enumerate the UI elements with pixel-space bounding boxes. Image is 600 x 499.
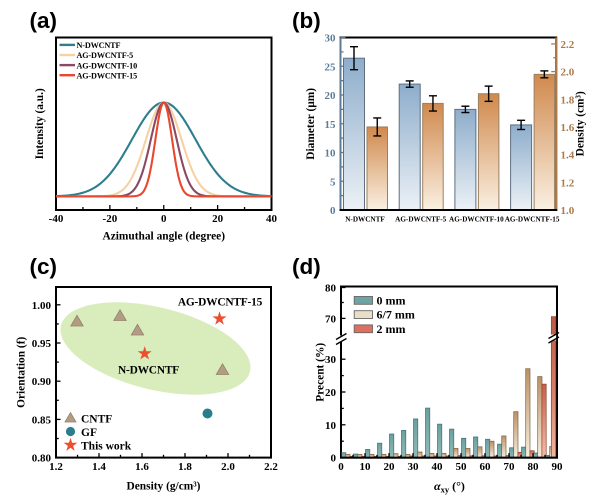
svg-text:-40: -40 <box>49 213 64 225</box>
svg-text:0: 0 <box>331 453 337 465</box>
svg-text:70: 70 <box>504 461 516 473</box>
svg-text:15: 15 <box>325 119 337 131</box>
svg-text:AG-DWCNTF-5: AG-DWCNTF-5 <box>77 51 134 60</box>
svg-text:50: 50 <box>456 461 468 473</box>
svg-text:40: 40 <box>432 461 444 473</box>
svg-text:N-DWCNTF: N-DWCNTF <box>77 41 121 50</box>
svg-text:AG-DWCNTF-15: AG-DWCNTF-15 <box>178 297 263 309</box>
svg-text:1.6: 1.6 <box>135 461 149 473</box>
svg-text:(c): (c) <box>30 254 58 279</box>
svg-text:(b): (b) <box>292 8 321 33</box>
svg-text:0: 0 <box>338 461 344 473</box>
svg-text:Orientation (f): Orientation (f) <box>16 337 28 408</box>
svg-text:0: 0 <box>161 213 167 225</box>
svg-text:2.2: 2.2 <box>264 461 278 473</box>
svg-text:10: 10 <box>360 461 372 473</box>
svg-text:AG-DWCNTF-10: AG-DWCNTF-10 <box>77 61 138 70</box>
svg-text:N-DWCNTF: N-DWCNTF <box>118 365 179 377</box>
svg-text:Intensity (a.u.): Intensity (a.u.) <box>34 88 46 159</box>
svg-text:10: 10 <box>325 148 337 160</box>
svg-text:1.0: 1.0 <box>561 205 575 217</box>
svg-text:GF: GF <box>81 427 97 439</box>
svg-text:30: 30 <box>325 33 337 45</box>
svg-text:1.2: 1.2 <box>49 461 63 473</box>
svg-text:20: 20 <box>325 90 337 102</box>
svg-text:-20: -20 <box>103 213 118 225</box>
svg-text:αxy (°): αxy (°) <box>434 479 465 495</box>
svg-text:0.80: 0.80 <box>32 453 52 465</box>
svg-text:This work: This work <box>81 441 132 453</box>
svg-text:2.0: 2.0 <box>221 461 235 473</box>
svg-text:0 mm: 0 mm <box>377 293 406 307</box>
svg-text:Precent (%): Precent (%) <box>315 343 327 402</box>
svg-text:90: 90 <box>552 461 564 473</box>
svg-text:Density (g/cm³): Density (g/cm³) <box>127 481 201 493</box>
svg-text:AG-DWCNTF-10: AG-DWCNTF-10 <box>449 216 504 224</box>
svg-text:80: 80 <box>325 283 337 295</box>
svg-text:6/7 mm: 6/7 mm <box>377 308 415 322</box>
svg-text:25: 25 <box>325 61 337 73</box>
svg-text:40: 40 <box>266 213 278 225</box>
svg-text:1.4: 1.4 <box>561 150 575 162</box>
svg-text:Density (cm³): Density (cm³) <box>575 91 587 156</box>
svg-text:2 mm: 2 mm <box>377 322 406 336</box>
svg-text:1.8: 1.8 <box>178 461 192 473</box>
svg-text:5: 5 <box>330 176 336 188</box>
svg-text:AG-DWCNTF-5: AG-DWCNTF-5 <box>395 216 447 224</box>
svg-text:10: 10 <box>325 420 337 432</box>
svg-text:80: 80 <box>528 461 540 473</box>
svg-text:AG-DWCNTF-15: AG-DWCNTF-15 <box>505 216 560 224</box>
svg-text:N-DWCNTF: N-DWCNTF <box>345 216 385 224</box>
svg-text:AG-DWCNTF-15: AG-DWCNTF-15 <box>77 71 138 80</box>
svg-text:70: 70 <box>325 313 337 325</box>
svg-text:1.00: 1.00 <box>32 300 52 312</box>
svg-text:CNTF: CNTF <box>81 414 112 426</box>
svg-text:Diameter (µm): Diameter (µm) <box>305 88 317 160</box>
svg-text:2.2: 2.2 <box>561 39 575 51</box>
svg-text:20: 20 <box>384 461 396 473</box>
svg-text:30: 30 <box>325 354 337 366</box>
svg-text:0: 0 <box>330 205 336 217</box>
svg-text:20: 20 <box>212 213 224 225</box>
svg-text:30: 30 <box>408 461 420 473</box>
svg-text:0.85: 0.85 <box>32 414 52 426</box>
svg-text:1.2: 1.2 <box>561 177 575 189</box>
svg-text:(a): (a) <box>30 8 58 33</box>
svg-text:(d): (d) <box>292 254 321 279</box>
svg-text:2.0: 2.0 <box>561 67 575 79</box>
svg-text:Azimuthal angle (degree): Azimuthal angle (degree) <box>102 231 225 243</box>
svg-text:1.4: 1.4 <box>92 461 106 473</box>
svg-text:1.8: 1.8 <box>561 94 575 106</box>
svg-text:60: 60 <box>480 461 492 473</box>
svg-text:1.6: 1.6 <box>561 122 575 134</box>
svg-text:0.90: 0.90 <box>32 376 52 388</box>
svg-text:20: 20 <box>325 387 337 399</box>
svg-text:0.95: 0.95 <box>32 338 52 350</box>
